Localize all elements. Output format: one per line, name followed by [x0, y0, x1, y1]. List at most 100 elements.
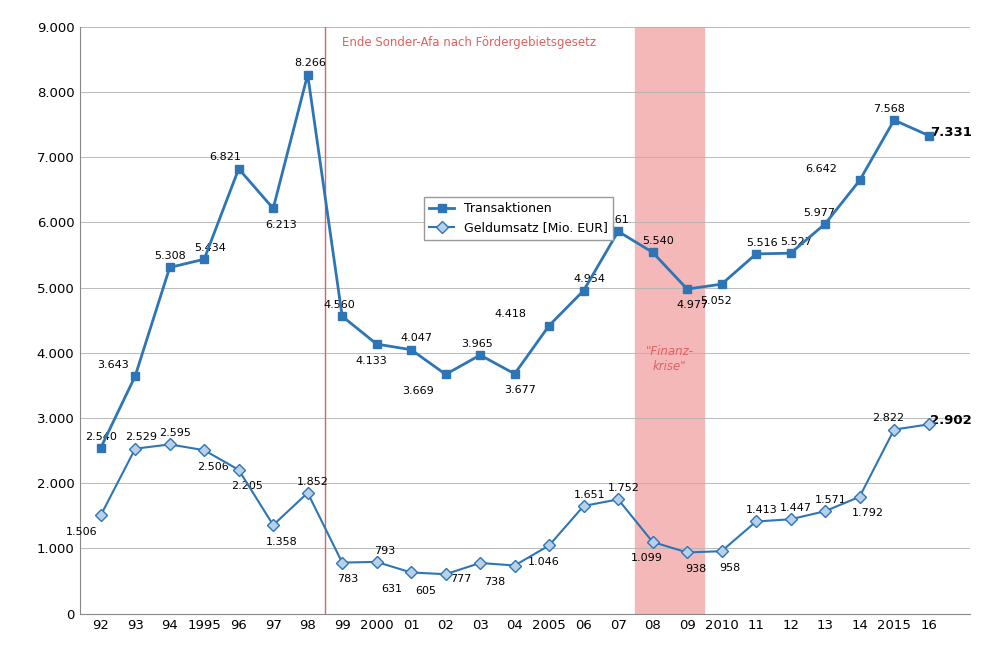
Transaktionen [164, 263, 176, 271]
Transaktionen [302, 71, 314, 79]
Geldumsatz [Mio. EUR] [440, 570, 452, 578]
Geldumsatz [Mio. EUR] [509, 562, 521, 570]
Geldumsatz [Mio. EUR] [474, 559, 486, 567]
Text: 3.643: 3.643 [97, 360, 129, 370]
Transaktionen [405, 346, 417, 354]
Transaktionen [474, 351, 486, 359]
Text: 3.965: 3.965 [462, 339, 493, 349]
Text: 1.447: 1.447 [780, 503, 812, 513]
Geldumsatz [Mio. EUR] [543, 542, 555, 550]
Text: 783: 783 [337, 574, 358, 584]
Legend: Transaktionen, Geldumsatz [Mio. EUR]: Transaktionen, Geldumsatz [Mio. EUR] [424, 197, 613, 239]
Text: 1.792: 1.792 [852, 508, 884, 518]
Transaktionen [336, 312, 348, 320]
Text: 938: 938 [685, 564, 706, 574]
Text: 5.861: 5.861 [597, 215, 628, 225]
Text: 3.677: 3.677 [504, 386, 536, 396]
Line: Transaktionen: Transaktionen [97, 71, 933, 452]
Transaktionen [198, 255, 210, 263]
Text: Ende Sonder-Afa nach Fördergebietsgesetz: Ende Sonder-Afa nach Fördergebietsgesetz [342, 37, 596, 49]
Transaktionen [371, 340, 383, 348]
Text: 777: 777 [450, 574, 471, 584]
Text: 5.434: 5.434 [194, 243, 226, 253]
Text: 738: 738 [485, 577, 506, 587]
Transaktionen [923, 131, 935, 139]
Text: 7.568: 7.568 [873, 104, 904, 114]
Geldumsatz [Mio. EUR] [336, 558, 348, 566]
Text: 793: 793 [374, 546, 396, 556]
Geldumsatz [Mio. EUR] [95, 512, 107, 520]
Text: 1.651: 1.651 [573, 490, 605, 500]
Geldumsatz [Mio. EUR] [681, 548, 693, 556]
Transaktionen [440, 370, 452, 378]
Text: 3.669: 3.669 [402, 386, 434, 396]
Bar [635, 27, 704, 614]
Geldumsatz [Mio. EUR] [129, 445, 141, 453]
Geldumsatz [Mio. EUR] [819, 507, 831, 515]
Transaktionen [509, 370, 521, 378]
Geldumsatz [Mio. EUR] [578, 502, 590, 510]
Transaktionen [129, 372, 141, 380]
Text: 5.052: 5.052 [700, 295, 732, 305]
Transaktionen [785, 249, 797, 257]
Transaktionen [819, 220, 831, 228]
Geldumsatz [Mio. EUR] [405, 568, 417, 576]
Text: 1.506: 1.506 [65, 527, 97, 537]
Text: 6.213: 6.213 [266, 220, 297, 230]
Transaktionen [267, 205, 279, 213]
Transaktionen [854, 177, 866, 185]
Geldumsatz [Mio. EUR] [785, 516, 797, 524]
Text: 2.540: 2.540 [85, 432, 117, 442]
Geldumsatz [Mio. EUR] [164, 440, 176, 448]
Text: 2.595: 2.595 [159, 428, 191, 438]
Geldumsatz [Mio. EUR] [233, 466, 245, 474]
Geldumsatz [Mio. EUR] [612, 496, 624, 504]
Line: Geldumsatz [Mio. EUR]: Geldumsatz [Mio. EUR] [97, 420, 933, 578]
Text: 8.266: 8.266 [295, 58, 326, 68]
Text: "Finanz-
krise": "Finanz- krise" [646, 346, 694, 374]
Geldumsatz [Mio. EUR] [647, 538, 659, 546]
Transaktionen [888, 116, 900, 124]
Geldumsatz [Mio. EUR] [888, 426, 900, 434]
Text: 7.331: 7.331 [930, 125, 972, 139]
Text: 4.047: 4.047 [401, 334, 433, 344]
Geldumsatz [Mio. EUR] [750, 518, 762, 526]
Text: 631: 631 [381, 584, 402, 594]
Geldumsatz [Mio. EUR] [302, 489, 314, 497]
Geldumsatz [Mio. EUR] [923, 420, 935, 428]
Transaktionen [750, 250, 762, 258]
Text: 1.413: 1.413 [746, 505, 778, 515]
Text: 1.099: 1.099 [631, 554, 663, 564]
Transaktionen [612, 227, 624, 235]
Geldumsatz [Mio. EUR] [267, 521, 279, 529]
Text: 1.046: 1.046 [528, 557, 559, 567]
Text: 4.954: 4.954 [573, 274, 605, 284]
Transaktionen [681, 285, 693, 293]
Text: 2.902: 2.902 [930, 414, 972, 428]
Text: 5.308: 5.308 [154, 251, 186, 261]
Text: 2.822: 2.822 [872, 414, 905, 424]
Transaktionen [95, 444, 107, 452]
Text: 5.516: 5.516 [746, 237, 777, 247]
Text: 2.205: 2.205 [231, 482, 263, 492]
Text: 1.852: 1.852 [297, 476, 329, 486]
Text: 5.540: 5.540 [642, 236, 674, 246]
Transaktionen [233, 165, 245, 173]
Geldumsatz [Mio. EUR] [854, 493, 866, 501]
Text: 5.977: 5.977 [804, 207, 836, 217]
Geldumsatz [Mio. EUR] [198, 446, 210, 454]
Text: 605: 605 [416, 586, 437, 596]
Text: 1.752: 1.752 [608, 483, 640, 493]
Geldumsatz [Mio. EUR] [371, 558, 383, 566]
Text: 6.642: 6.642 [805, 164, 837, 174]
Text: 1.358: 1.358 [266, 536, 297, 546]
Text: 1.571: 1.571 [815, 495, 847, 505]
Text: 5.527: 5.527 [780, 237, 812, 247]
Geldumsatz [Mio. EUR] [716, 547, 728, 555]
Text: 6.821: 6.821 [209, 153, 241, 163]
Transaktionen [716, 280, 728, 288]
Transaktionen [543, 321, 555, 329]
Transaktionen [578, 287, 590, 295]
Text: 4.977: 4.977 [677, 301, 709, 311]
Text: 2.529: 2.529 [125, 432, 157, 442]
